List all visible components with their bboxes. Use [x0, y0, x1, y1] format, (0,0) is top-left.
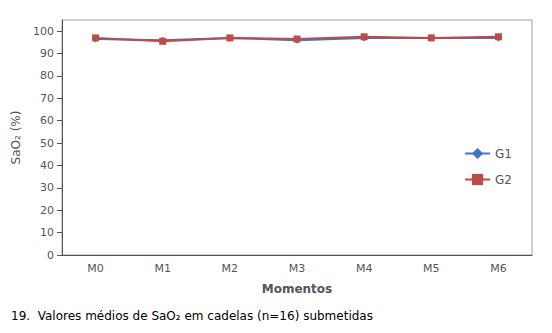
svg-text:SaO₂ (%): SaO₂ (%) [9, 111, 23, 165]
svg-text:M2: M2 [222, 262, 239, 275]
svg-text:M4: M4 [356, 262, 373, 275]
svg-text:G1: G1 [495, 147, 512, 161]
svg-text:70: 70 [40, 92, 54, 105]
svg-text:M6: M6 [490, 262, 507, 275]
svg-text:90: 90 [40, 47, 54, 60]
svg-text:40: 40 [40, 159, 54, 172]
svg-text:Momentos: Momentos [262, 282, 333, 296]
svg-text:30: 30 [40, 181, 54, 194]
svg-text:M5: M5 [423, 262, 440, 275]
svg-text:10: 10 [40, 226, 54, 239]
svg-text:0: 0 [47, 249, 54, 262]
svg-text:100: 100 [33, 25, 54, 38]
svg-text:M3: M3 [289, 262, 306, 275]
svg-text:M1: M1 [154, 262, 171, 275]
svg-text:G2: G2 [495, 173, 512, 187]
svg-text:80: 80 [40, 69, 54, 82]
svg-text:19. Valores médios de SaO₂ em: 19. Valores médios de SaO₂ em cadelas (n… [11, 309, 373, 323]
svg-text:50: 50 [40, 137, 54, 150]
svg-text:20: 20 [40, 204, 54, 217]
svg-text:M0: M0 [87, 262, 104, 275]
svg-text:60: 60 [40, 114, 54, 127]
